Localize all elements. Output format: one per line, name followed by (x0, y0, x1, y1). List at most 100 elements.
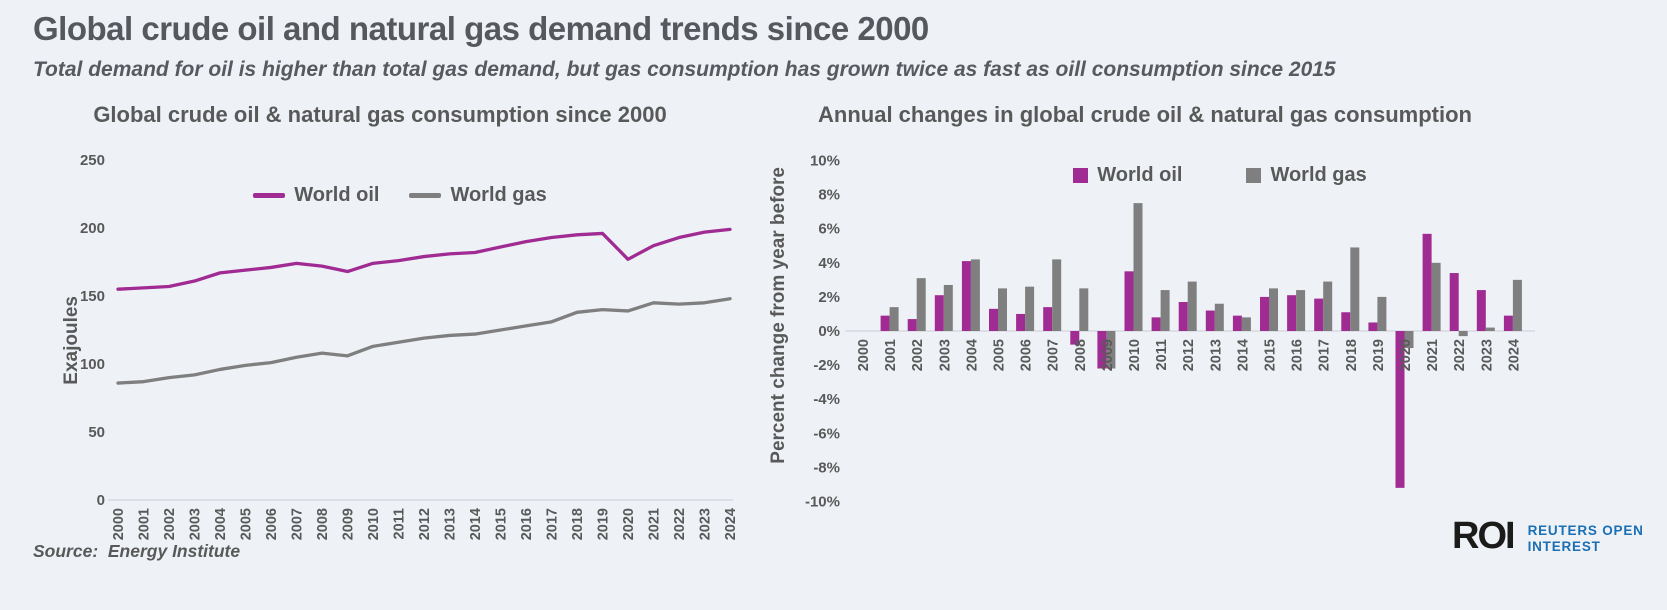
bar-world-oil-2015 (1260, 296, 1269, 331)
svg-text:2015: 2015 (1263, 339, 1279, 371)
svg-text:2017: 2017 (545, 508, 561, 540)
bar-world-oil-2020 (1395, 331, 1405, 488)
bar-world-oil-2024 (1503, 315, 1513, 331)
line-chart-legend: World oil World gas (30, 184, 770, 207)
svg-text:2019: 2019 (1371, 339, 1387, 371)
svg-text:2022: 2022 (1452, 339, 1468, 371)
svg-text:8%: 8% (818, 187, 840, 204)
line-chart: Global crude oil & natural gas consumpti… (30, 100, 770, 570)
svg-text:2016: 2016 (1290, 339, 1306, 371)
page-subtitle: Total demand for oil is higher than tota… (33, 58, 1336, 81)
svg-text:2024: 2024 (723, 508, 739, 540)
bar-world-gas-2003 (943, 284, 953, 331)
bar-world-oil-2016 (1287, 295, 1297, 331)
page-title: Global crude oil and natural gas demand … (33, 10, 929, 47)
bar-world-oil-2017 (1314, 298, 1324, 331)
svg-text:-10%: -10% (805, 494, 840, 511)
roi-logo-wordmark: REUTERS OPEN INTEREST (1527, 523, 1644, 554)
legend-item-world-oil: World oil (1073, 164, 1182, 187)
legend-item-world-gas: World gas (409, 184, 547, 207)
svg-text:-4%: -4% (813, 391, 840, 408)
bar-chart-legend: World oil World gas (865, 164, 1575, 187)
line-chart-canvas: 250 200 150 100 50 0 2000 2001 2002 2003 2004 2005 2… (80, 152, 739, 540)
svg-text:2005: 2005 (239, 508, 255, 540)
bar-world-oil-2014 (1232, 315, 1242, 331)
svg-text:2014: 2014 (1235, 339, 1251, 371)
svg-text:2024: 2024 (1506, 339, 1522, 371)
svg-text:2006: 2006 (264, 508, 280, 540)
bar-world-gas-2013 (1214, 303, 1224, 331)
bar-world-oil-2003 (934, 295, 944, 331)
bar-world-oil-2022 (1449, 273, 1459, 331)
bar-world-oil-2001 (880, 315, 890, 331)
svg-text:2014: 2014 (468, 508, 484, 540)
legend-label: World oil (294, 184, 380, 206)
svg-text:2008: 2008 (315, 508, 331, 540)
svg-text:2001: 2001 (883, 339, 899, 371)
bar-world-gas-2002 (916, 278, 926, 331)
svg-text:2007: 2007 (1046, 339, 1062, 371)
svg-text:2001: 2001 (137, 508, 153, 540)
bar-world-gas-2022 (1458, 331, 1468, 337)
legend-label: World gas (450, 184, 547, 206)
bar-world-gas-2015 (1269, 288, 1278, 331)
svg-text:-8%: -8% (813, 459, 840, 476)
source-text: Source: Energy Institute (33, 541, 241, 561)
roi-logo: ROI REUTERS OPEN INTEREST (1452, 514, 1644, 558)
svg-text:2013: 2013 (443, 508, 459, 540)
bar-world-gas-2017 (1323, 281, 1333, 331)
svg-text:2006: 2006 (1019, 339, 1035, 371)
bar-chart-title: Annual changes in global crude oil & nat… (818, 102, 1472, 127)
svg-text:2011: 2011 (1154, 339, 1170, 370)
svg-text:2021: 2021 (1425, 339, 1441, 371)
legend-item-world-oil: World oil (253, 184, 379, 207)
svg-text:2022: 2022 (672, 508, 688, 540)
bar-world-oil-2012 (1178, 302, 1188, 331)
svg-text:4%: 4% (818, 255, 840, 272)
bar-world-gas-2020 (1404, 331, 1414, 349)
bar-world-gas-2023 (1485, 327, 1495, 331)
svg-text:2015: 2015 (494, 508, 510, 540)
world-oil-square-swatch (1073, 168, 1089, 183)
bar-world-oil-2013 (1205, 310, 1215, 331)
svg-text:2008: 2008 (1073, 339, 1089, 371)
svg-text:2002: 2002 (910, 339, 926, 371)
svg-text:2012: 2012 (1181, 339, 1197, 371)
bar-world-oil-2008 (1070, 331, 1080, 345)
bar-world-gas-2016 (1296, 290, 1306, 331)
bar-world-oil-2018 (1341, 312, 1351, 331)
svg-text:2004: 2004 (964, 339, 980, 371)
world-oil-line-swatch (253, 193, 286, 198)
svg-text:2020: 2020 (1398, 339, 1414, 371)
line-chart-title: Global crude oil & natural gas consumpti… (93, 102, 667, 127)
roi-logo-mark: ROI (1452, 515, 1516, 557)
svg-text:2020: 2020 (621, 508, 637, 540)
svg-text:2010: 2010 (1127, 339, 1143, 371)
bar-world-oil-2010 (1124, 271, 1134, 331)
bar-world-oil-2002 (907, 319, 917, 331)
svg-text:2003: 2003 (188, 508, 204, 540)
world-gas-line-swatch (409, 193, 442, 198)
svg-text:2000: 2000 (856, 339, 872, 371)
bar-world-oil-2011 (1151, 317, 1161, 331)
svg-text:2%: 2% (818, 289, 840, 306)
world-gas-square-swatch (1246, 168, 1262, 183)
svg-text:2018: 2018 (570, 508, 586, 540)
svg-text:6%: 6% (818, 221, 840, 238)
svg-text:100: 100 (80, 356, 105, 373)
svg-text:2000: 2000 (111, 508, 127, 540)
bar-world-oil-2009 (1097, 331, 1107, 369)
svg-text:2016: 2016 (519, 508, 535, 540)
bar-world-gas-2006 (1025, 286, 1035, 331)
svg-text:2003: 2003 (937, 339, 953, 371)
bar-chart: Annual changes in global crude oil & nat… (765, 100, 1575, 570)
series-world-gas (116, 297, 732, 385)
svg-text:2017: 2017 (1317, 339, 1333, 371)
svg-text:150: 150 (80, 288, 105, 305)
bar-world-oil-2004 (961, 261, 971, 331)
svg-text:50: 50 (88, 424, 105, 441)
svg-text:2009: 2009 (341, 508, 357, 540)
bar-world-gas-2018 (1350, 247, 1360, 331)
bar-world-oil-2023 (1476, 290, 1486, 331)
